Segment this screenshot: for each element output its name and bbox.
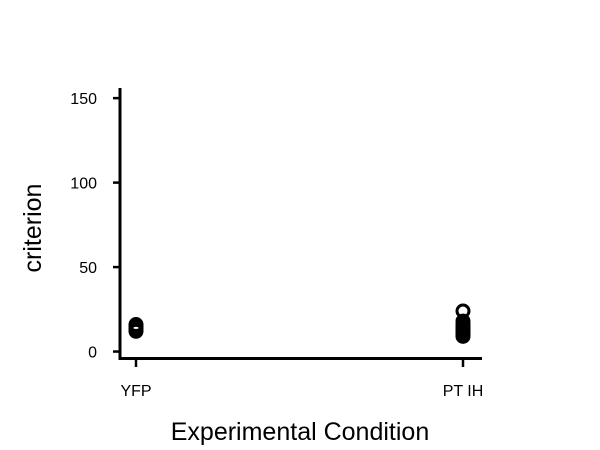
plot-area [128,303,471,344]
data-point [128,317,144,333]
x-tick-label: PT IH [443,383,484,400]
y-tick-label: 100 [70,176,97,193]
y-tick-label: 50 [79,260,97,277]
y-ticks: 0 50 100 150 [70,91,120,362]
x-axis-title: Experimental Condition [171,418,429,446]
y-tick-label: 150 [70,91,97,108]
data-point [455,303,471,319]
x-ticks: YFP PT IH [120,358,483,400]
y-tick-label: 0 [88,345,97,362]
data-point [455,313,471,329]
x-tick-label: YFP [120,383,151,400]
y-axis-title: criterion [19,184,47,273]
